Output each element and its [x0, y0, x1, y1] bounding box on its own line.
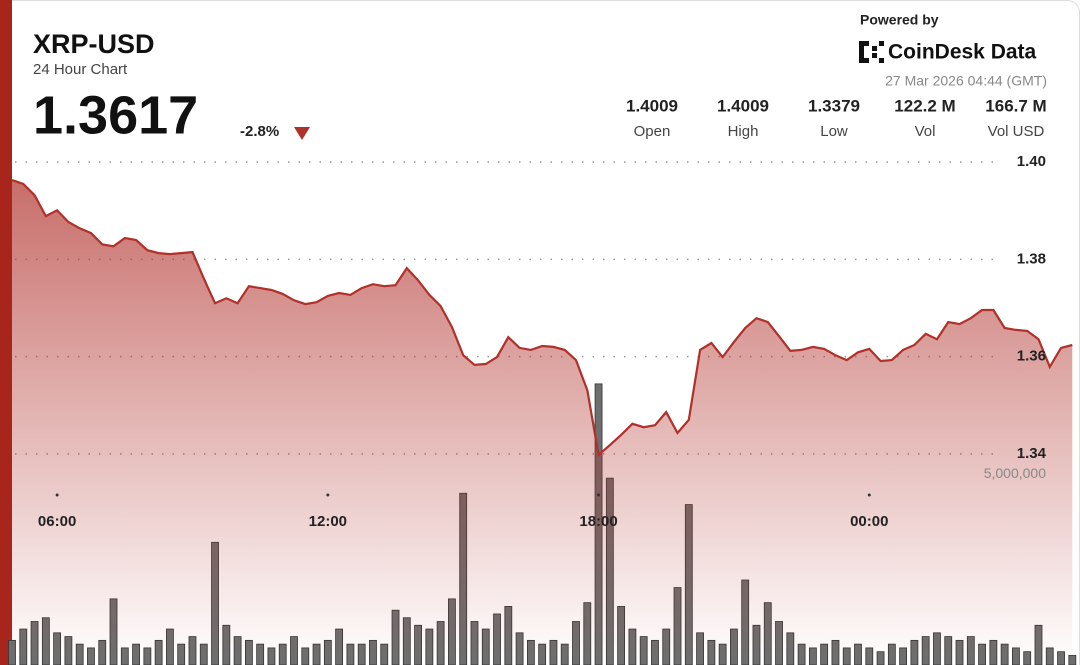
subtitle: 24 Hour Chart — [33, 61, 128, 78]
x-tick-dot — [326, 493, 330, 497]
y-tick-label: 1.34 — [1017, 445, 1047, 462]
y-tick-label: 1.36 — [1017, 348, 1046, 365]
stat-value: 122.2 M — [894, 96, 955, 115]
price-area — [12, 180, 1073, 665]
x-tick-label: 06:00 — [38, 513, 76, 530]
brand: CoinDesk Data — [888, 41, 1037, 64]
stat-label: Low — [820, 123, 848, 140]
x-tick-label: 12:00 — [309, 513, 347, 530]
price-line — [11, 179, 1073, 458]
x-tick-dot — [867, 493, 871, 497]
stat-value: 1.3379 — [808, 96, 860, 115]
price: 1.3617 — [33, 85, 198, 145]
stat-label: Vol — [915, 123, 936, 140]
stat-value: 1.4009 — [626, 96, 678, 115]
stat-value: 166.7 M — [985, 96, 1046, 115]
stat-label: High — [728, 123, 759, 140]
powered-by: Powered by — [860, 12, 939, 28]
stat-label: Open — [634, 123, 671, 140]
logo-icon — [859, 41, 884, 63]
x-tick-label: 18:00 — [579, 513, 617, 530]
x-tick-label: 00:00 — [850, 513, 888, 530]
down-arrow — [294, 127, 310, 140]
x-tick-dot — [597, 493, 601, 497]
timestamp: 27 Mar 2026 04:44 (GMT) — [885, 73, 1047, 89]
accent-bar — [0, 0, 12, 665]
chart-title: XRP-USD — [33, 29, 155, 59]
y-tick-label: 1.40 — [1017, 153, 1046, 170]
stat-value: 1.4009 — [717, 96, 769, 115]
plot-area — [8, 161, 1077, 665]
stat-label: Vol USD — [988, 123, 1045, 140]
y-tick-label: 1.38 — [1017, 250, 1046, 267]
change: -2.8% — [240, 123, 279, 140]
y2-tick-label: 5,000,000 — [984, 465, 1046, 481]
x-tick-dot — [55, 493, 59, 497]
